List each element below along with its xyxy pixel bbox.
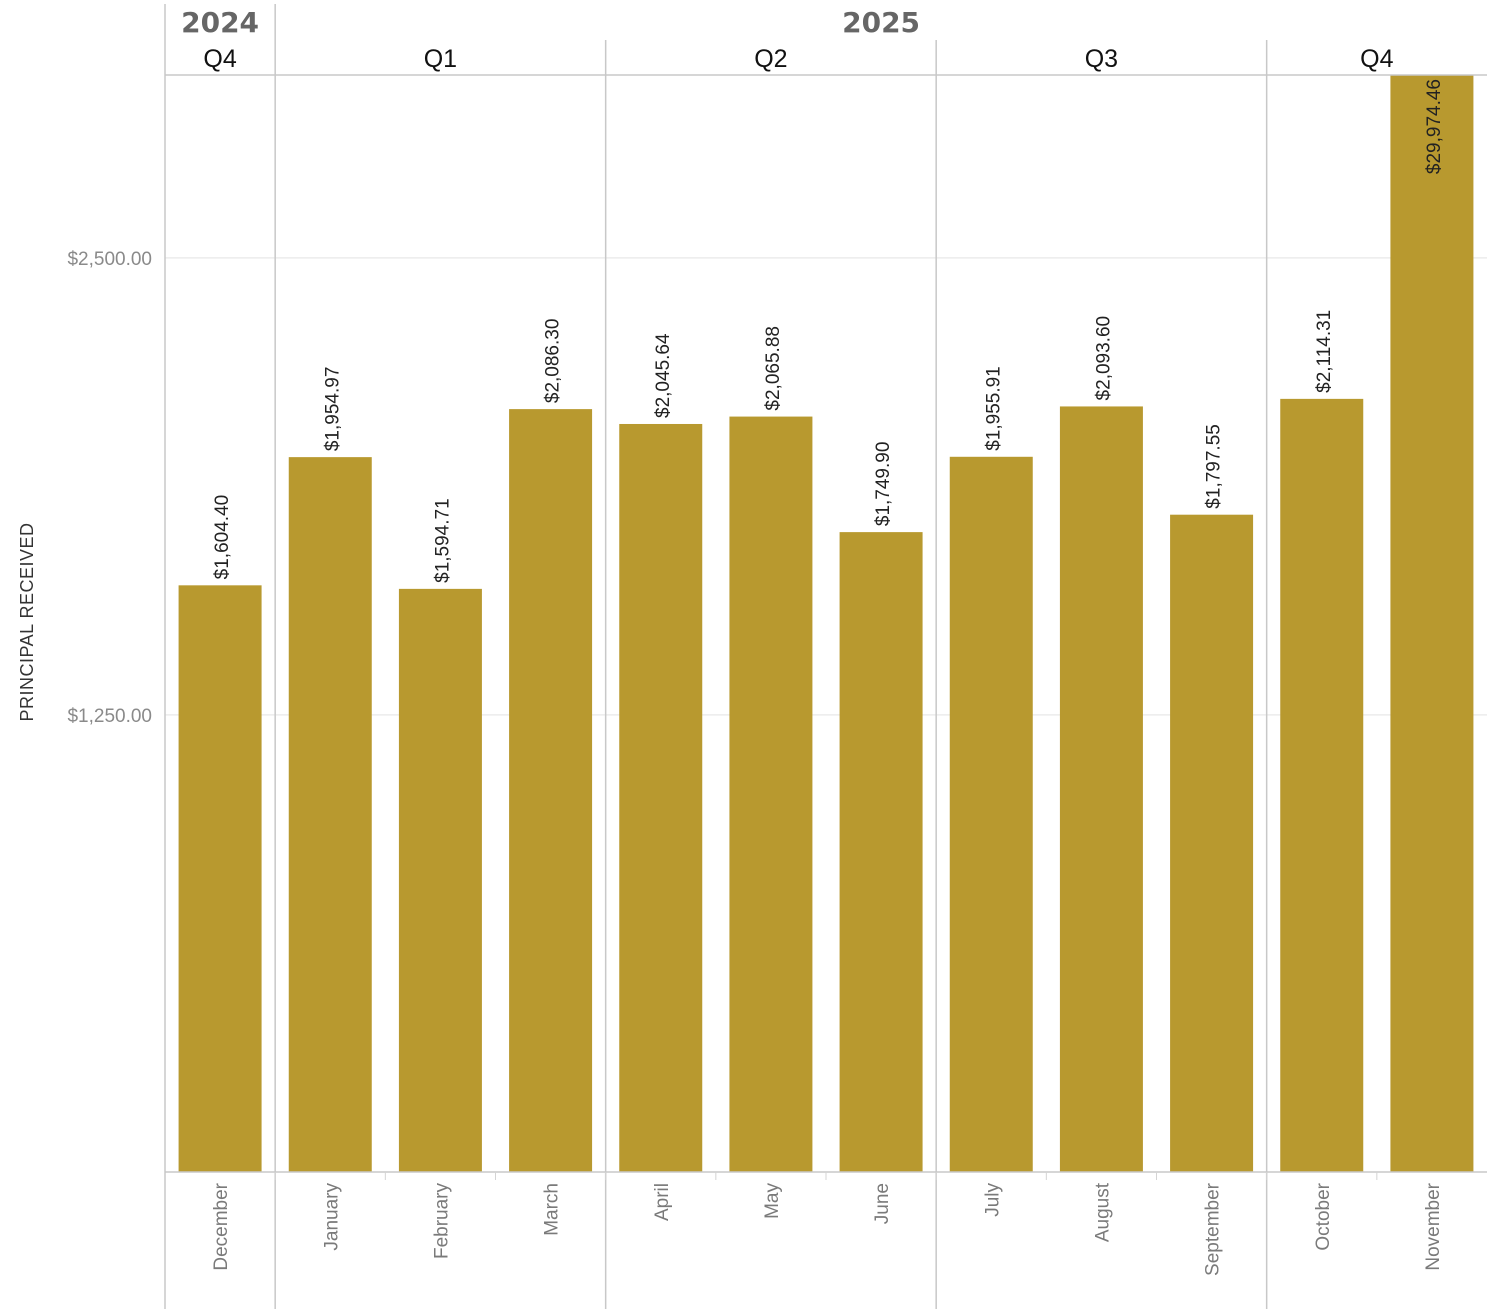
- quarter-header-q4: Q4: [1360, 45, 1393, 73]
- month-label-september: September: [1203, 1182, 1224, 1276]
- y-axis-title: PRINCIPAL RECEIVED: [17, 522, 37, 721]
- bar-march: [509, 409, 593, 1172]
- bar-january: [288, 457, 372, 1172]
- value-label-march: $2,086.30: [543, 319, 564, 404]
- quarter-header-q1: Q1: [424, 45, 457, 73]
- month-label-november: November: [1423, 1182, 1444, 1270]
- bar-october: [1280, 398, 1364, 1172]
- y-tick-label: $2,500.00: [67, 249, 152, 270]
- quarter-header-q3: Q3: [1085, 45, 1118, 73]
- month-tick-labels: December January February March April May June…: [211, 1182, 1444, 1276]
- bar-november: [1390, 75, 1474, 1172]
- month-label-august: August: [1092, 1182, 1113, 1242]
- value-label-september: $1,797.55: [1204, 424, 1225, 509]
- axes: $1,250.00 $2,500.00: [67, 4, 1487, 1309]
- value-label-april: $2,045.64: [653, 333, 674, 418]
- bar-april: [619, 423, 703, 1172]
- month-label-january: January: [321, 1183, 342, 1251]
- bar-june: [839, 532, 923, 1172]
- month-label-may: May: [762, 1183, 783, 1219]
- value-label-december: $1,604.40: [212, 495, 233, 580]
- bars: [178, 75, 1474, 1172]
- month-label-october: October: [1313, 1182, 1334, 1250]
- panel-dividers: [274, 4, 1268, 1309]
- value-label-october: $2,114.31: [1314, 310, 1335, 393]
- month-label-december: December: [211, 1182, 232, 1270]
- bar-august: [1059, 406, 1143, 1172]
- year-header-2024: 2024: [181, 6, 259, 39]
- y-tick-label: $1,250.00: [67, 706, 152, 727]
- value-label-february: $1,594.71: [432, 498, 453, 583]
- month-label-june: June: [872, 1183, 893, 1224]
- bar-july: [949, 456, 1033, 1172]
- value-label-july: $1,955.91: [983, 366, 1004, 451]
- year-header-2025: 2025: [842, 6, 920, 39]
- quarter-header-q2: Q2: [754, 45, 787, 73]
- value-label-november: $29,974.46: [1424, 79, 1445, 174]
- column-headers: Q4 Q1 Q2 Q3 Q4 2024 2025: [181, 6, 1393, 73]
- bar-february: [398, 588, 482, 1172]
- month-label-march: March: [542, 1183, 563, 1236]
- bar-may: [729, 416, 813, 1172]
- bar-september: [1170, 514, 1254, 1172]
- bar-december: [178, 585, 262, 1172]
- value-label-january: $1,954.97: [322, 367, 343, 452]
- value-labels: $1,604.40 $1,954.97 $1,594.71 $2,086.30 $2,0…: [212, 79, 1445, 583]
- month-label-february: February: [431, 1183, 452, 1260]
- value-label-june: $1,749.90: [873, 442, 894, 527]
- month-label-july: July: [982, 1183, 1003, 1217]
- quarter-header-q4: Q4: [203, 45, 236, 73]
- month-label-april: April: [652, 1183, 673, 1221]
- value-label-august: $2,093.60: [1093, 316, 1114, 401]
- value-label-may: $2,065.88: [763, 326, 784, 411]
